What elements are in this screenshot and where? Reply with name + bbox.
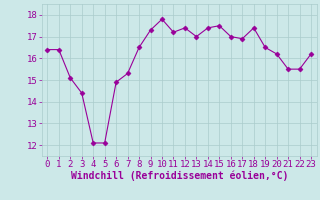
X-axis label: Windchill (Refroidissement éolien,°C): Windchill (Refroidissement éolien,°C) bbox=[70, 171, 288, 181]
